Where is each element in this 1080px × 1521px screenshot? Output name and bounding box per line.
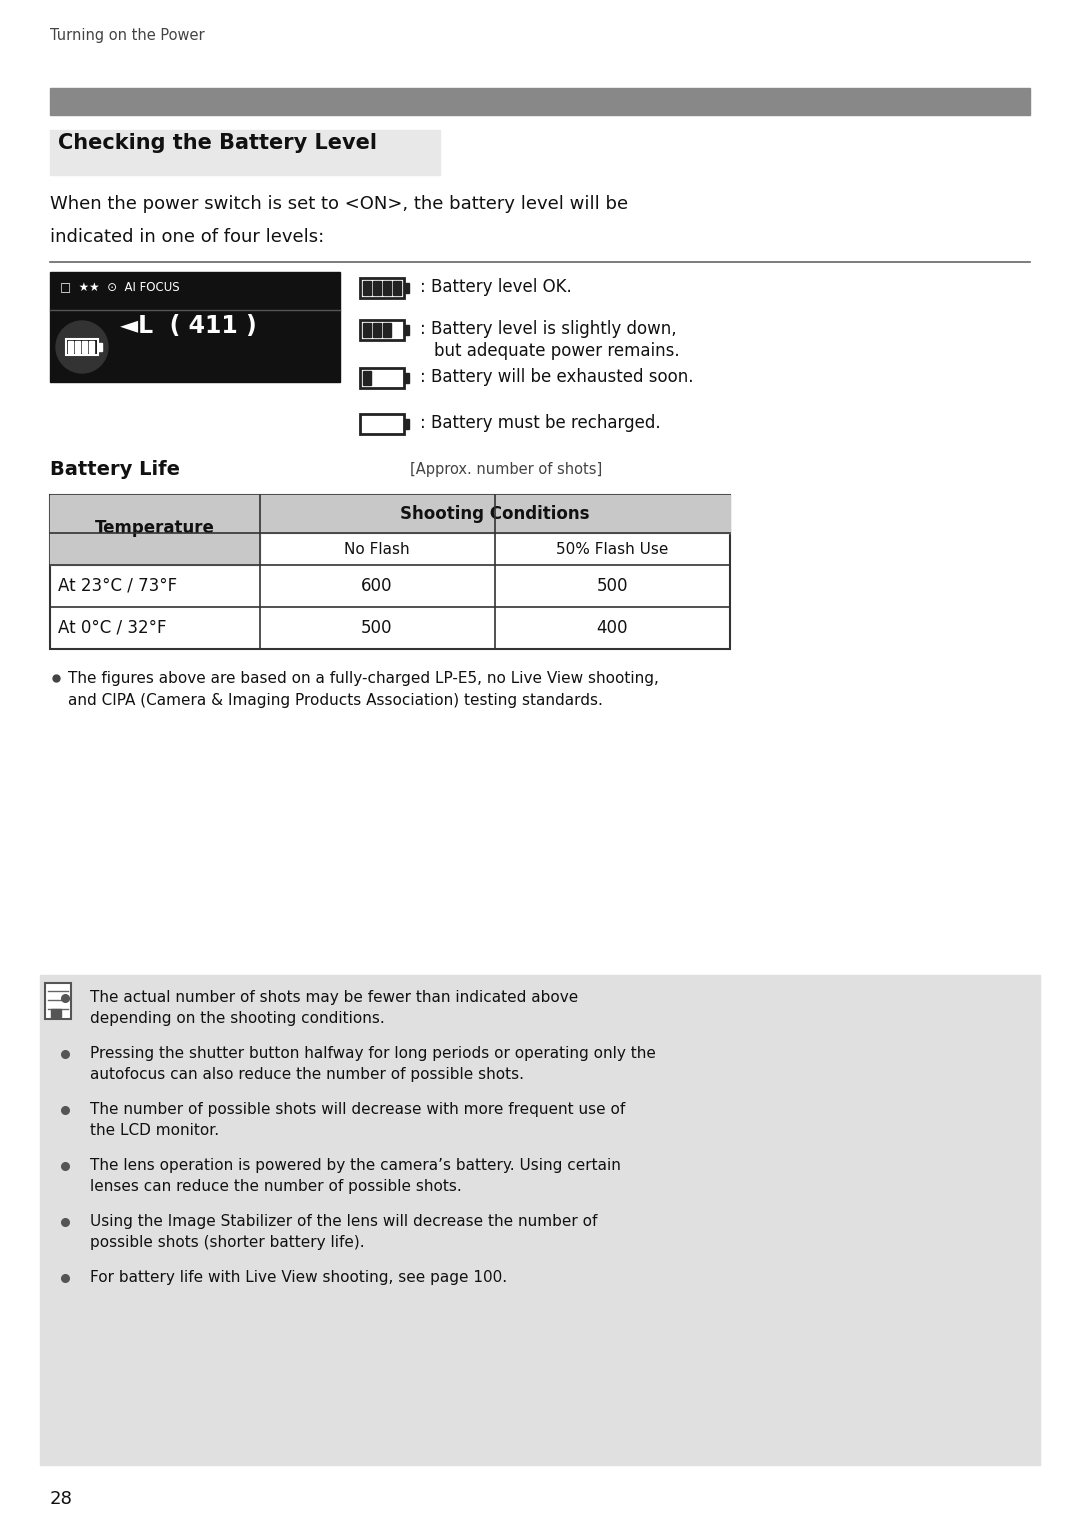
Circle shape bbox=[56, 321, 108, 373]
Bar bbox=[75, 341, 80, 353]
Bar bbox=[404, 283, 409, 294]
Bar bbox=[383, 281, 391, 295]
Bar bbox=[82, 341, 87, 353]
Bar bbox=[50, 494, 730, 649]
Bar bbox=[98, 344, 102, 351]
Bar bbox=[363, 322, 372, 338]
Text: The actual number of shots may be fewer than indicated above: The actual number of shots may be fewer … bbox=[90, 990, 578, 1005]
Text: 400: 400 bbox=[596, 619, 627, 637]
Text: 600: 600 bbox=[361, 576, 393, 595]
Text: autofocus can also reduce the number of possible shots.: autofocus can also reduce the number of … bbox=[90, 1068, 524, 1081]
Text: but adequate power remains.: but adequate power remains. bbox=[434, 342, 679, 360]
Text: Pressing the shutter button halfway for long periods or operating only the: Pressing the shutter button halfway for … bbox=[90, 1046, 656, 1062]
Text: ◄L  ( 411 ): ◄L ( 411 ) bbox=[120, 313, 257, 338]
Text: indicated in one of four levels:: indicated in one of four levels: bbox=[50, 228, 324, 246]
Bar bbox=[393, 281, 401, 295]
Text: possible shots (shorter battery life).: possible shots (shorter battery life). bbox=[90, 1235, 365, 1250]
Text: 500: 500 bbox=[596, 576, 627, 595]
Text: No Flash: No Flash bbox=[345, 541, 409, 557]
Bar bbox=[66, 339, 98, 354]
Text: : Battery level is slightly down,: : Battery level is slightly down, bbox=[420, 319, 677, 338]
Text: 50% Flash Use: 50% Flash Use bbox=[556, 541, 669, 557]
Bar bbox=[45, 983, 71, 1019]
Bar bbox=[89, 341, 94, 353]
Text: Using the Image Stabilizer of the lens will decrease the number of: Using the Image Stabilizer of the lens w… bbox=[90, 1214, 597, 1229]
Bar bbox=[360, 278, 404, 298]
Text: Checking the Battery Level: Checking the Battery Level bbox=[58, 132, 377, 154]
Bar bbox=[404, 373, 409, 383]
Bar bbox=[383, 322, 391, 338]
Bar bbox=[404, 418, 409, 429]
Bar bbox=[404, 325, 409, 335]
Bar bbox=[373, 281, 381, 295]
Text: The figures above are based on a fully-charged LP-E5, no Live View shooting,: The figures above are based on a fully-c… bbox=[68, 671, 659, 686]
Bar bbox=[360, 368, 404, 388]
Text: The number of possible shots will decrease with more frequent use of: The number of possible shots will decrea… bbox=[90, 1103, 625, 1116]
Text: At 23°C / 73°F: At 23°C / 73°F bbox=[58, 576, 177, 595]
Text: When the power switch is set to <ON>, the battery level will be: When the power switch is set to <ON>, th… bbox=[50, 195, 629, 213]
Bar bbox=[50, 494, 260, 564]
Bar bbox=[360, 414, 404, 433]
Text: depending on the shooting conditions.: depending on the shooting conditions. bbox=[90, 1011, 384, 1027]
Bar bbox=[40, 975, 1040, 1465]
Text: lenses can reduce the number of possible shots.: lenses can reduce the number of possible… bbox=[90, 1179, 462, 1194]
Text: Temperature: Temperature bbox=[95, 519, 215, 537]
Bar bbox=[360, 319, 404, 341]
Bar bbox=[260, 494, 730, 532]
Text: the LCD monitor.: the LCD monitor. bbox=[90, 1122, 219, 1138]
Text: and CIPA (Camera & Imaging Products Association) testing standards.: and CIPA (Camera & Imaging Products Asso… bbox=[68, 694, 603, 707]
Text: 500: 500 bbox=[361, 619, 393, 637]
Text: 28: 28 bbox=[50, 1491, 72, 1507]
Text: For battery life with Live View shooting, see page 100.: For battery life with Live View shooting… bbox=[90, 1270, 508, 1285]
Text: □  ★★  ⊙  AI FOCUS: □ ★★ ⊙ AI FOCUS bbox=[60, 280, 179, 294]
Text: : Battery will be exhausted soon.: : Battery will be exhausted soon. bbox=[420, 368, 693, 386]
Text: : Battery must be recharged.: : Battery must be recharged. bbox=[420, 414, 661, 432]
Bar bbox=[373, 322, 381, 338]
Bar bbox=[363, 371, 372, 385]
Text: Shooting Conditions: Shooting Conditions bbox=[401, 505, 590, 523]
Text: : Battery level OK.: : Battery level OK. bbox=[420, 278, 571, 297]
Bar bbox=[50, 88, 1030, 116]
Bar bbox=[363, 281, 372, 295]
Bar bbox=[50, 272, 340, 382]
Bar bbox=[50, 129, 440, 175]
Bar bbox=[68, 341, 73, 353]
Text: Battery Life: Battery Life bbox=[50, 459, 180, 479]
Text: Turning on the Power: Turning on the Power bbox=[50, 27, 204, 43]
Bar bbox=[51, 1008, 60, 1018]
Text: [Approx. number of shots]: [Approx. number of shots] bbox=[410, 462, 603, 478]
Text: The lens operation is powered by the camera’s battery. Using certain: The lens operation is powered by the cam… bbox=[90, 1157, 621, 1173]
Text: At 0°C / 32°F: At 0°C / 32°F bbox=[58, 619, 166, 637]
